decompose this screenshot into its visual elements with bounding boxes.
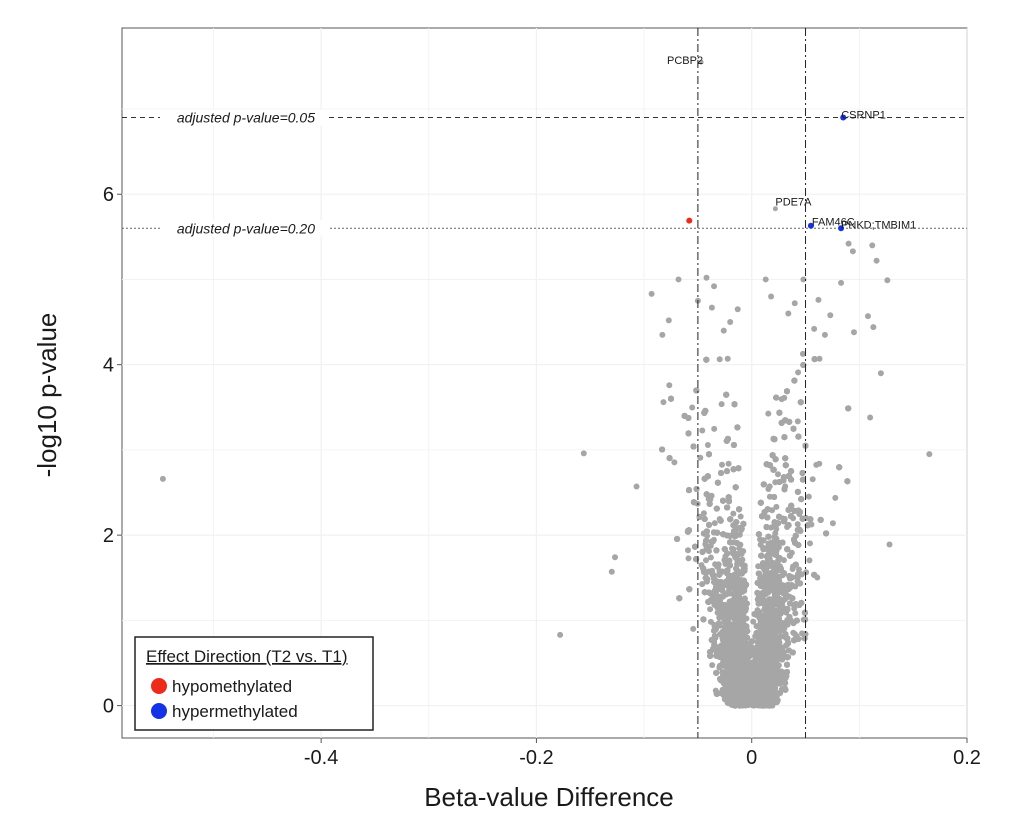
ns-point — [699, 427, 706, 434]
ns-point — [709, 567, 716, 574]
ns-point — [795, 369, 802, 376]
ns-point — [781, 394, 788, 401]
ns-point — [775, 471, 781, 478]
grid-lines — [122, 28, 968, 738]
ns-point — [807, 540, 813, 547]
ns-point — [666, 382, 673, 389]
ns-point — [719, 461, 725, 468]
ns-point — [724, 355, 731, 362]
ns-point — [753, 623, 760, 630]
ns-point — [799, 350, 806, 357]
ns-point — [697, 454, 704, 461]
ns-point — [690, 625, 697, 632]
ns-point — [704, 442, 711, 448]
ns-point — [716, 356, 723, 363]
ns-point — [739, 556, 746, 563]
ns-point — [750, 618, 757, 625]
ns-point — [685, 555, 692, 562]
ns-point — [816, 460, 823, 467]
ns-point — [755, 563, 762, 570]
ns-point — [732, 533, 738, 540]
ns-point — [794, 521, 801, 528]
ns-point — [730, 510, 737, 517]
ns-point — [792, 610, 799, 617]
ns-point — [816, 355, 823, 362]
ns-point — [707, 554, 714, 561]
ns-point — [725, 460, 732, 467]
ns-point — [765, 486, 772, 492]
ns-point — [703, 557, 709, 564]
ns-point — [705, 495, 712, 502]
ns-point — [707, 606, 714, 613]
ns-point — [709, 662, 716, 669]
ns-point — [803, 569, 810, 576]
ns-point — [809, 476, 816, 483]
ns-point — [685, 547, 691, 554]
ns-point — [699, 581, 706, 588]
ns-point — [765, 410, 772, 417]
ns-point — [711, 425, 718, 432]
ns-point — [794, 574, 801, 581]
ns-point — [806, 557, 813, 564]
ns-point — [700, 510, 707, 517]
ns-point — [689, 404, 696, 411]
ns-point — [794, 418, 801, 425]
ns-point — [805, 493, 812, 500]
plot-panel — [121, 27, 968, 739]
ns-point — [773, 503, 780, 510]
ns-point — [832, 494, 839, 501]
ns-point — [737, 513, 744, 520]
ns-point — [829, 520, 836, 527]
ns-point — [711, 520, 718, 527]
ns-point-cloud — [659, 350, 852, 709]
ns-point — [671, 459, 678, 466]
ns-point — [718, 401, 725, 408]
